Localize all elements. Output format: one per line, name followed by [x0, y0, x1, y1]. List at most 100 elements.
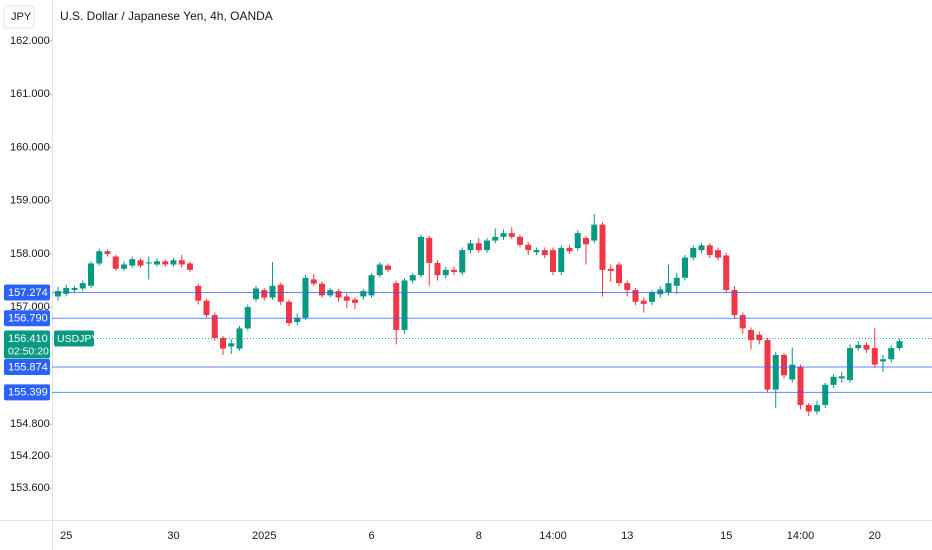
candle-body	[162, 261, 169, 265]
candle-body	[310, 279, 317, 284]
candle-body	[451, 269, 457, 272]
x-tick-label: 14:00	[539, 530, 567, 542]
candle-body	[764, 340, 771, 390]
candle-body	[508, 233, 515, 237]
price-line-label-box	[4, 384, 50, 401]
candle-body	[88, 263, 94, 286]
x-tick-label: 15	[720, 530, 732, 542]
candle-body	[525, 244, 532, 251]
candle-body	[442, 269, 449, 276]
candle-body	[896, 341, 903, 349]
currency-box[interactable]	[3, 5, 35, 29]
candle-body	[129, 259, 136, 266]
candle-body	[211, 315, 218, 338]
candle-body	[657, 289, 664, 295]
candle-body	[789, 364, 796, 380]
candle-body	[706, 245, 713, 255]
candle-body	[805, 405, 812, 412]
candle-body	[187, 263, 193, 270]
candle-body	[632, 290, 639, 302]
candle-body	[319, 283, 325, 296]
candle-body	[96, 251, 103, 264]
candle-body	[104, 251, 111, 254]
y-tick-label: 157.000	[10, 301, 50, 313]
candle-body	[475, 243, 482, 251]
candle-body	[178, 260, 185, 265]
candle-body	[203, 300, 210, 316]
y-tick-label: 160.000	[10, 141, 50, 153]
candle-body	[145, 262, 152, 264]
countdown: 02:50:20	[8, 345, 49, 357]
candle-body	[640, 300, 647, 304]
candle-body	[137, 260, 144, 266]
candle-body	[409, 275, 416, 281]
candle-body	[195, 285, 202, 301]
candle-body	[393, 283, 400, 330]
candle-body	[822, 384, 829, 406]
candle-body	[55, 291, 61, 297]
candle-body	[418, 236, 424, 276]
x-tick-label: 13	[621, 530, 633, 542]
candle-body	[673, 277, 680, 286]
candle-body	[343, 296, 350, 301]
price-line-label-box	[4, 284, 50, 301]
last-price-box	[4, 330, 50, 359]
candle-body	[236, 328, 243, 349]
symbol-tag	[54, 330, 94, 347]
candle-body	[871, 348, 878, 365]
candle-body	[492, 236, 499, 241]
price-line-label: 157.274	[8, 287, 48, 299]
candle-body	[607, 268, 614, 271]
candle-body	[690, 248, 697, 258]
candle-body	[574, 233, 581, 249]
candle-body	[739, 315, 746, 329]
candle-body	[220, 337, 226, 349]
candle-body	[698, 245, 705, 251]
candle-body	[756, 334, 763, 341]
candle-body	[467, 243, 474, 251]
candle-body	[244, 307, 251, 329]
candle-body	[121, 264, 127, 269]
x-tick-label: 20	[869, 530, 881, 542]
candle-body	[715, 250, 721, 258]
candle-body	[797, 366, 804, 406]
candle-body	[583, 237, 589, 245]
candle-body	[649, 292, 655, 302]
candle-body	[170, 260, 177, 265]
candle-body	[731, 290, 738, 316]
candle-body	[484, 240, 490, 251]
candle-body	[682, 257, 688, 278]
last-price-label: 156.410	[8, 333, 48, 345]
price-line-label: 155.874	[8, 361, 48, 373]
x-tick-label: 2025	[252, 530, 276, 542]
candle-body	[772, 355, 779, 390]
candle-body	[228, 343, 235, 347]
candle-body	[855, 344, 862, 349]
candle-body	[385, 265, 391, 270]
candle-body	[591, 224, 598, 241]
candle-body	[665, 283, 672, 293]
candle-body	[500, 233, 507, 237]
candle-body	[112, 256, 119, 269]
candle-body	[376, 264, 383, 276]
candle-body	[71, 287, 78, 291]
candle-body	[286, 301, 292, 324]
candle-body	[723, 255, 730, 291]
y-tick-label: 153.600	[10, 482, 50, 494]
candle-body	[426, 237, 433, 263]
price-line-label-box	[4, 359, 50, 376]
x-tick-label: 8	[476, 530, 482, 542]
price-line-label: 155.399	[8, 387, 48, 399]
candle-body	[154, 261, 160, 265]
y-tick-label: 158.000	[10, 248, 50, 260]
price-line-label: 156.790	[8, 313, 48, 325]
candle-body	[888, 348, 895, 360]
y-tick-label: 154.800	[10, 418, 50, 430]
candle-body	[335, 291, 342, 298]
candle-body	[277, 284, 284, 302]
candle-body	[847, 348, 853, 381]
candle-body	[599, 224, 606, 270]
candle-body	[360, 291, 367, 297]
x-tick-label: 6	[368, 530, 374, 542]
